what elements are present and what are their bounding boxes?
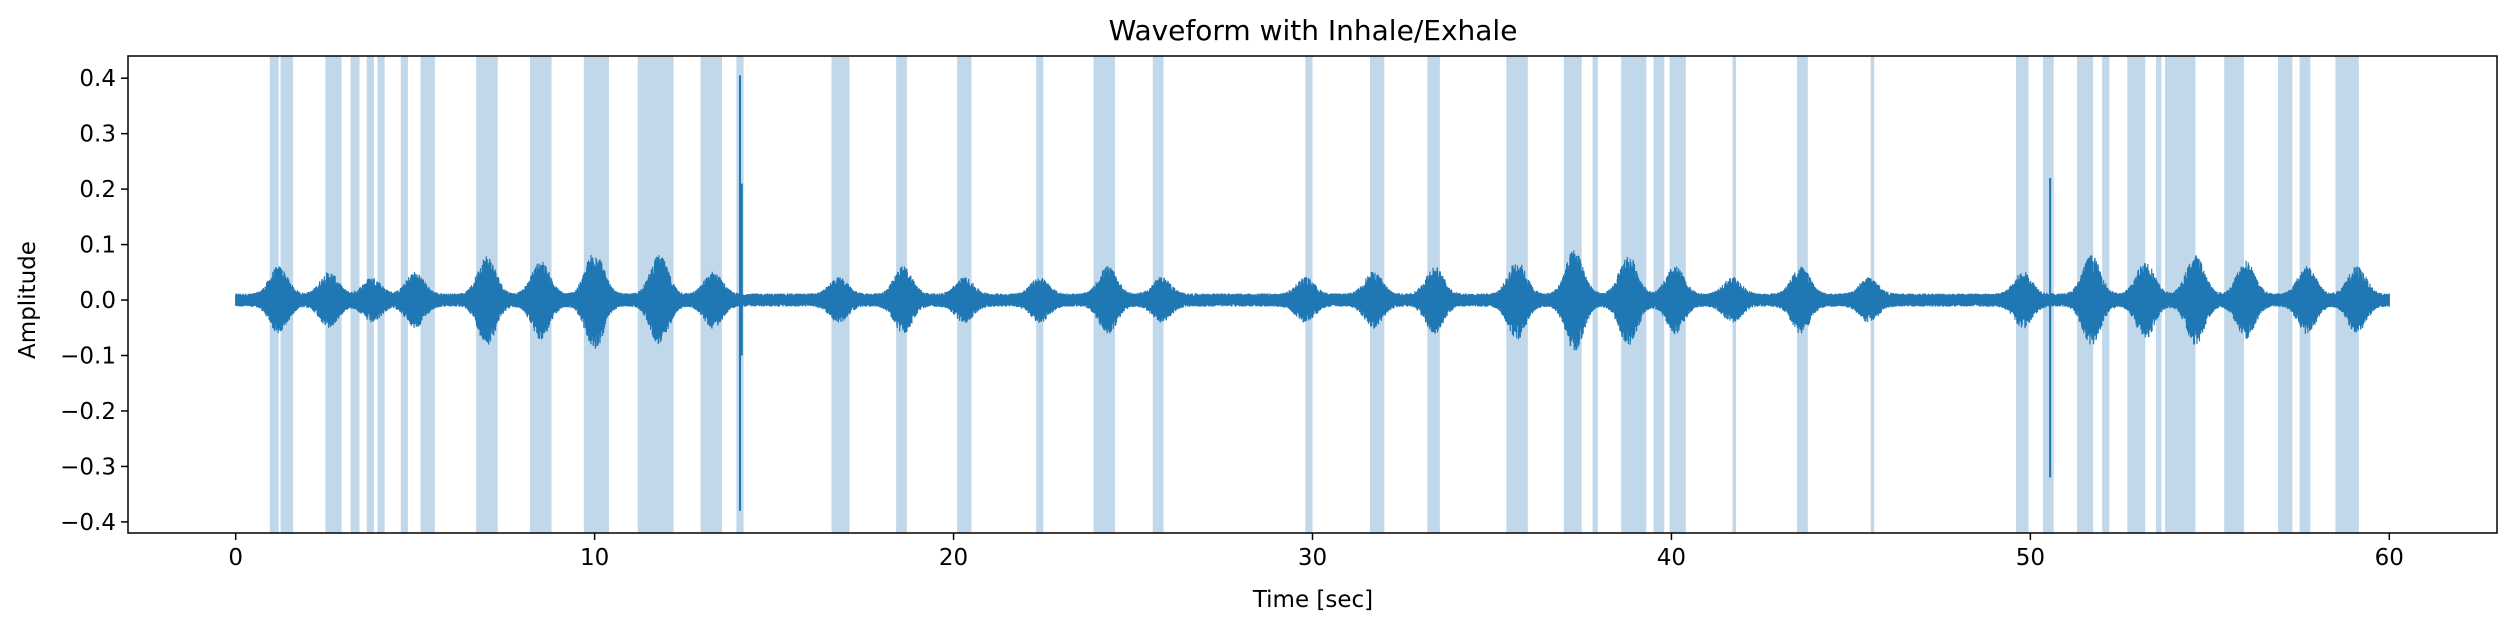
chart-title: Waveform with Inhale/Exhale <box>1109 14 1518 47</box>
y-tick-label: −0.2 <box>60 399 116 425</box>
x-tick-label: 20 <box>939 545 968 571</box>
y-axis-label: Amplitude <box>15 241 41 359</box>
x-tick-label: 50 <box>2016 545 2045 571</box>
y-axis-ticks: −0.4 −0.3 −0.2 −0.1 0.0 0.1 0.2 0.3 0.4 <box>60 66 128 536</box>
x-axis-label: Time [sec] <box>1252 587 1373 613</box>
y-tick-label: 0.4 <box>79 66 116 92</box>
y-tick-label: 0.2 <box>79 177 116 203</box>
y-tick-label: −0.1 <box>60 344 116 370</box>
waveform-series <box>235 75 2390 511</box>
x-tick-label: 0 <box>228 545 243 571</box>
x-axis-ticks: 0 10 20 30 40 50 60 <box>228 533 2404 571</box>
y-tick-label: 0.3 <box>79 122 116 148</box>
y-tick-label: 0.0 <box>79 288 116 314</box>
y-tick-label: 0.1 <box>79 233 116 259</box>
waveform-line <box>235 250 2390 351</box>
y-tick-label: −0.3 <box>60 454 116 480</box>
y-tick-label: −0.4 <box>60 510 116 536</box>
x-tick-label: 30 <box>1298 545 1327 571</box>
x-tick-label: 60 <box>2375 545 2404 571</box>
x-tick-label: 40 <box>1657 545 1686 571</box>
x-tick-label: 10 <box>580 545 609 571</box>
